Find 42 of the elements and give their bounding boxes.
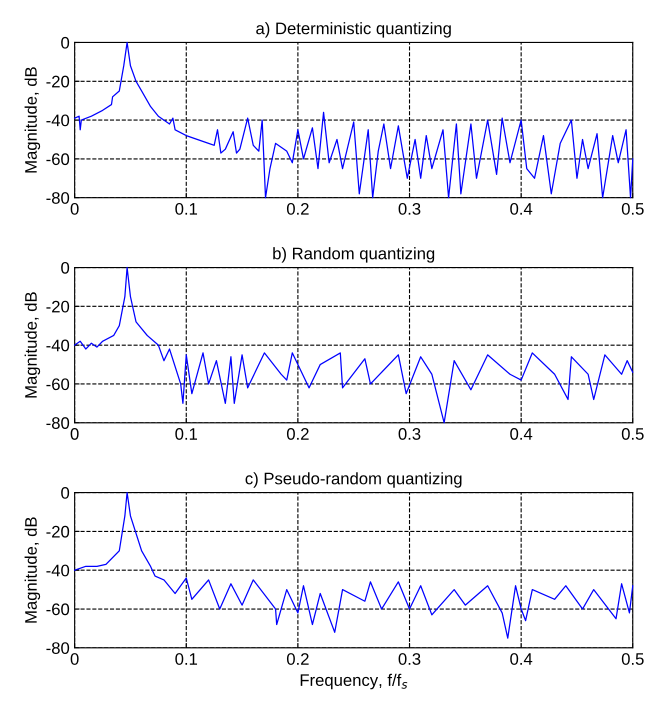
x-tick-label: 0.2 <box>286 653 309 665</box>
x-tick-label: 0.1 <box>175 202 198 215</box>
line-series <box>74 42 634 198</box>
y-tick-label: -20 <box>46 76 70 88</box>
y-tick-label: 0 <box>61 36 70 49</box>
y-axis-title: Magnitude, dB <box>24 292 40 398</box>
x-tick-label: 0.5 <box>622 653 644 665</box>
y-tick-label: -80 <box>46 192 70 204</box>
y-tick-label: -20 <box>46 526 70 538</box>
x-tick-label: 0 <box>70 428 79 440</box>
x-tick-label: 0 <box>70 653 79 665</box>
y-tick-label: -40 <box>46 114 70 126</box>
y-tick-label: -80 <box>46 642 70 654</box>
y-tick-label: -60 <box>46 153 70 166</box>
x-tick-label: 0.5 <box>622 202 644 215</box>
y-axis-title: Magnitude, dB <box>24 517 40 623</box>
x-tick-label: 0.4 <box>510 428 532 440</box>
x-tick-label: 0.3 <box>398 428 420 440</box>
x-tick-label: 0.3 <box>398 202 420 215</box>
y-tick-label: -60 <box>46 378 70 390</box>
x-tick-label: 0.1 <box>175 428 198 440</box>
y-tick-label: -40 <box>46 564 70 576</box>
chart-title: c) Pseudo-random quantizing <box>246 472 462 488</box>
x-tick-label: 0.3 <box>398 653 420 665</box>
y-tick-label: -60 <box>46 603 70 616</box>
y-tick-label: 0 <box>61 487 70 499</box>
y-tick-label: -80 <box>46 417 70 429</box>
y-axis-title: Magnitude, dB <box>24 67 40 172</box>
chart-title: b) Random quantizing <box>273 247 434 263</box>
y-tick-label: 0 <box>61 262 70 274</box>
chart-title: a) Deterministic quantizing <box>256 22 451 38</box>
x-tick-label: 0.2 <box>286 428 309 440</box>
x-tick-label: 0.5 <box>622 428 644 440</box>
x-axis-title: Frequency, f/f$_{s}$ <box>300 674 408 690</box>
x-tick-label: 0.2 <box>286 202 309 215</box>
line-series <box>74 266 634 424</box>
x-tick-label: 0.4 <box>510 653 532 665</box>
x-tick-label: 0.4 <box>510 202 532 215</box>
y-tick-label: -40 <box>46 340 70 352</box>
x-tick-label: 0 <box>70 202 79 215</box>
y-tick-label: -20 <box>46 300 70 313</box>
x-tick-label: 0.1 <box>175 653 198 665</box>
